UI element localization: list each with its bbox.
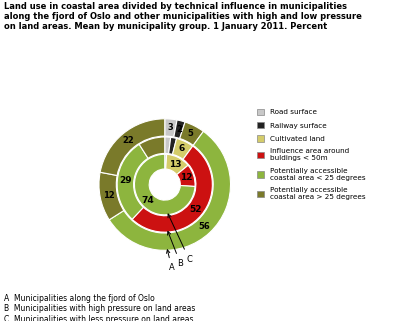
Wedge shape (135, 154, 195, 215)
Wedge shape (109, 131, 231, 250)
Wedge shape (99, 172, 124, 220)
Text: 12: 12 (180, 173, 193, 182)
Text: C: C (168, 214, 192, 264)
Wedge shape (166, 154, 188, 175)
Text: 29: 29 (119, 176, 132, 185)
Wedge shape (180, 122, 203, 145)
Legend: Road surface, Railway surface, Cultivated land, Influence area around
buldings <: Road surface, Railway surface, Cultivate… (256, 109, 365, 200)
Wedge shape (100, 119, 165, 176)
Wedge shape (139, 137, 165, 158)
Text: 52: 52 (189, 205, 201, 214)
Text: 74: 74 (142, 196, 154, 205)
Wedge shape (117, 144, 148, 219)
Text: 12: 12 (103, 191, 114, 200)
Text: 6: 6 (178, 144, 185, 153)
Text: 22: 22 (122, 136, 134, 145)
Text: 3: 3 (167, 123, 173, 132)
Wedge shape (169, 137, 177, 154)
Wedge shape (177, 165, 195, 187)
Text: Land use in coastal area divided by technical influence in municipalities
along : Land use in coastal area divided by tech… (4, 2, 362, 31)
Text: 2: 2 (176, 125, 182, 134)
Text: 5: 5 (188, 129, 194, 138)
Text: A  Municipalities along the fjord of Oslo
B  Municipalities with high pressure o: A Municipalities along the fjord of Oslo… (4, 294, 195, 321)
Wedge shape (172, 138, 193, 159)
Text: B: B (168, 231, 183, 268)
Wedge shape (132, 146, 212, 232)
Wedge shape (174, 120, 185, 138)
Wedge shape (165, 154, 167, 169)
Wedge shape (165, 119, 177, 137)
Text: A: A (166, 250, 175, 272)
Text: 13: 13 (169, 160, 181, 169)
Text: 56: 56 (198, 222, 210, 231)
Wedge shape (165, 137, 171, 154)
